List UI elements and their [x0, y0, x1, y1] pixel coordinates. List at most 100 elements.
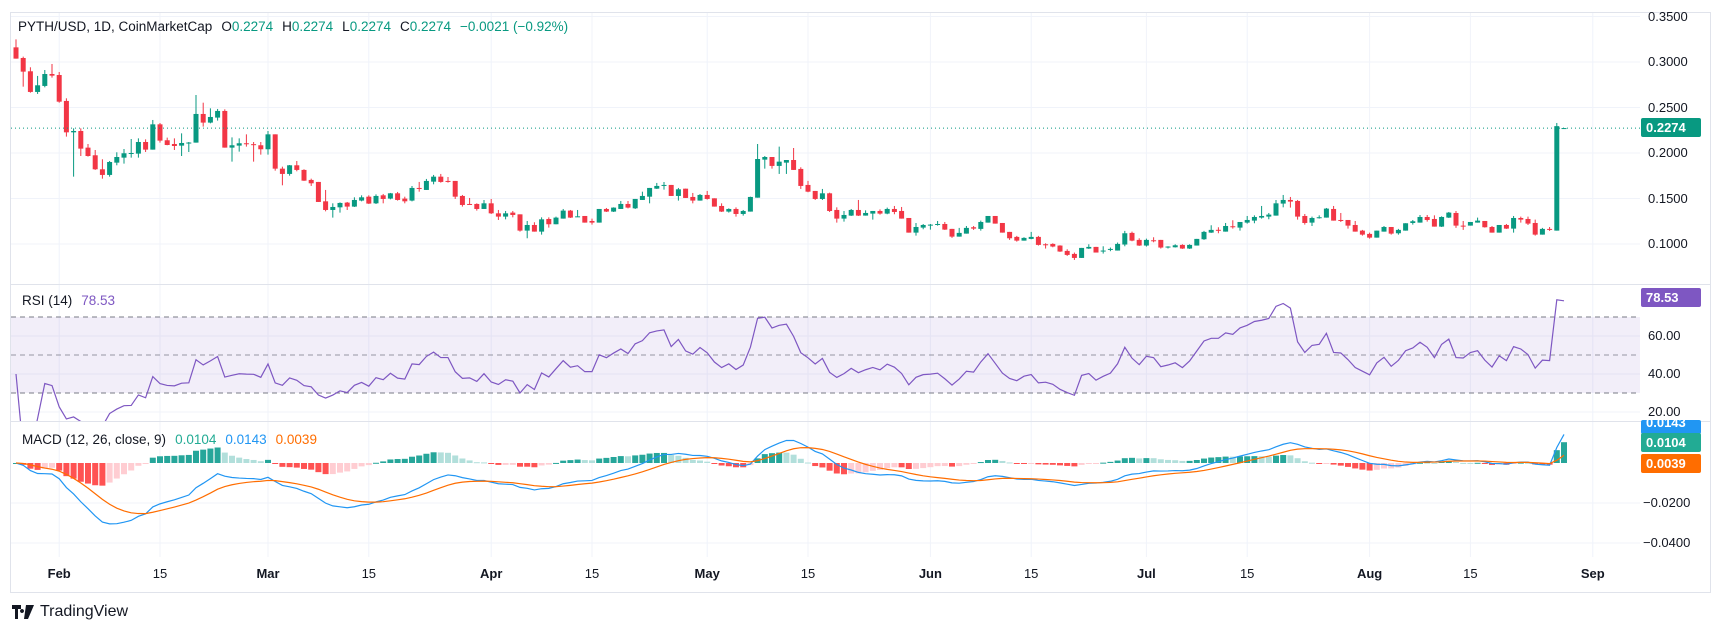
macd-histogram-bar	[1359, 463, 1366, 470]
macd-histogram-bar	[877, 463, 883, 470]
rsi-label[interactable]: RSI (14)	[22, 293, 73, 308]
candle-body	[366, 196, 372, 204]
macd-histogram-bar	[1129, 457, 1135, 463]
macd-histogram-bar	[401, 458, 408, 463]
macd-histogram-bar	[229, 455, 235, 463]
candle-body	[632, 198, 638, 209]
macd-histogram-bar	[185, 454, 192, 463]
candle-body	[294, 165, 300, 170]
macd-line-value: 0.0143	[225, 432, 267, 447]
candle-body	[92, 155, 98, 170]
candle-body	[1079, 247, 1085, 258]
macd-histogram-bar	[286, 463, 293, 468]
candle-body	[985, 215, 991, 223]
candle-body	[1107, 248, 1113, 250]
macd-histogram-bar	[545, 463, 552, 465]
candle-body	[351, 199, 357, 207]
candle-body	[1345, 219, 1351, 226]
candle-body	[668, 184, 674, 196]
candle-body	[812, 190, 818, 199]
candle-body	[539, 219, 545, 232]
candle-body	[265, 134, 271, 150]
candle-body	[1259, 215, 1265, 218]
macd-histogram-bar	[718, 463, 725, 466]
candle-body	[114, 157, 120, 163]
macd-histogram-bar	[610, 456, 617, 463]
price-axis-label: 0.1000	[1648, 236, 1688, 251]
candle-body	[891, 208, 897, 212]
macd-histogram-bar	[1150, 458, 1157, 463]
candle-body	[315, 181, 321, 202]
macd-histogram-bar	[1366, 463, 1373, 471]
macd-histogram-bar	[157, 456, 163, 463]
macd-histogram-bar	[135, 463, 142, 466]
tradingview-logo[interactable]: TradingView	[12, 603, 128, 621]
macd-line-tag: 0.0143	[1641, 420, 1701, 434]
candle-body	[128, 153, 134, 154]
time-axis-label: Apr	[479, 566, 503, 581]
candlestick-series	[11, 39, 1640, 260]
candle-body	[949, 228, 955, 237]
macd-histogram-bar	[661, 452, 667, 463]
macd-histogram-bar	[1445, 460, 1452, 463]
macd-histogram-bar	[1157, 459, 1164, 463]
macd-histogram-bar	[92, 463, 99, 486]
time-axis-label: 15	[152, 566, 168, 581]
macd-histogram-bar	[1057, 463, 1063, 466]
candle-body	[1539, 228, 1545, 235]
candle-body	[1338, 219, 1344, 221]
candle-body	[35, 85, 41, 92]
price-axis-label: 0.3000	[1648, 54, 1688, 69]
macd-histogram-bar	[1229, 456, 1236, 463]
macd-histogram-bar	[293, 463, 300, 468]
last-price-tag: 0.2274	[1641, 118, 1701, 137]
macd-histogram-bar	[358, 463, 365, 467]
macd-histogram-bar	[1244, 456, 1251, 463]
macd-histogram-bar	[178, 455, 185, 463]
macd-signal-value: 0.0039	[275, 432, 317, 447]
candle-body	[747, 196, 753, 212]
candle-body	[711, 198, 717, 207]
candle-body	[373, 195, 379, 204]
macd-histogram-bar	[1561, 442, 1567, 463]
macd-histogram-bar	[41, 463, 48, 469]
candle-body	[1043, 244, 1049, 246]
macd-histogram-bar	[279, 463, 286, 467]
candle-body	[171, 143, 177, 146]
macd-histogram-bar	[560, 460, 567, 463]
candle-body	[848, 209, 854, 216]
candle-body	[330, 206, 336, 210]
candle-body	[99, 169, 105, 175]
macd-histogram-bar	[495, 463, 502, 465]
macd-histogram-bar	[891, 463, 898, 468]
macd-histogram-bar	[920, 463, 927, 469]
candle-body	[1518, 217, 1524, 220]
macd-histogram-bar	[1093, 463, 1099, 464]
macd-histogram-bar	[999, 460, 1006, 463]
candle-body	[1179, 244, 1185, 249]
macd-label[interactable]: MACD (12, 26, close, 9)	[22, 432, 167, 447]
candle-body	[179, 142, 185, 146]
candle-body	[186, 142, 192, 144]
macd-histogram-bar	[805, 462, 811, 464]
candle-body	[675, 189, 681, 196]
macd-histogram-bar	[1100, 462, 1107, 464]
candle-body	[546, 218, 552, 225]
candle-body	[308, 179, 314, 184]
price-axis-label: 0.2500	[1648, 99, 1688, 115]
macd-histogram-bar	[826, 463, 833, 471]
macd-histogram-bar	[589, 460, 595, 463]
candle-body	[1475, 220, 1481, 223]
candle-body	[42, 74, 48, 86]
candle-body	[1151, 240, 1157, 242]
symbol-title[interactable]: PYTH/USD, 1D, CoinMarketCap	[18, 19, 213, 34]
candle-body	[1071, 253, 1077, 258]
candle-body	[1431, 218, 1437, 227]
macd-histogram-bar	[1049, 463, 1056, 465]
candle-body	[474, 203, 480, 209]
macd-axis-label: −0.0200	[1643, 495, 1691, 510]
macd-histogram-bar	[373, 462, 379, 464]
candle-body	[704, 194, 710, 199]
candle-body	[1439, 216, 1445, 227]
